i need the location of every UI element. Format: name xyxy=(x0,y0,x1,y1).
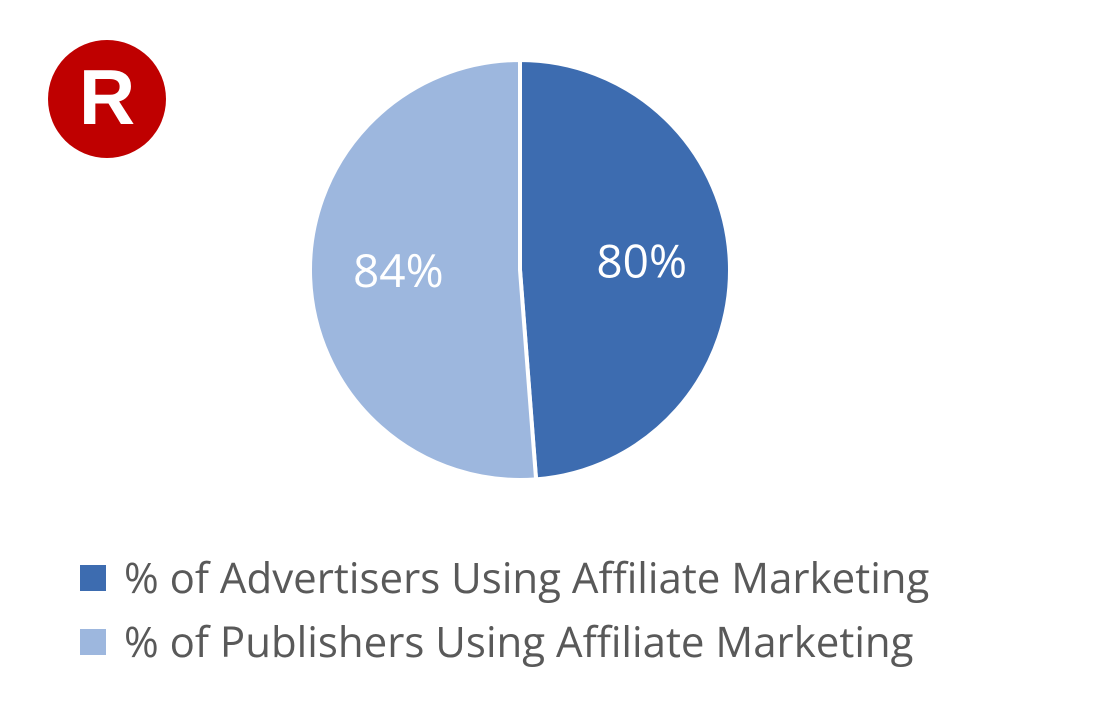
pie-chart: 80% 84% xyxy=(300,50,740,490)
brand-logo-letter: R xyxy=(79,58,135,136)
pie-chart-svg: 80% 84% xyxy=(300,50,740,490)
legend-text: % of Publishers Using Affiliate Marketin… xyxy=(124,619,914,665)
legend-text: % of Advertisers Using Affiliate Marketi… xyxy=(124,555,929,601)
slice-label-publishers: 84% xyxy=(353,239,444,301)
slice-label-advertisers: 80% xyxy=(596,230,687,292)
legend: % of Advertisers Using Affiliate Marketi… xyxy=(80,555,929,683)
legend-swatch xyxy=(80,629,106,655)
legend-swatch xyxy=(80,565,106,591)
brand-logo: R xyxy=(48,40,166,158)
legend-item: % of Advertisers Using Affiliate Marketi… xyxy=(80,555,929,601)
legend-item: % of Publishers Using Affiliate Marketin… xyxy=(80,619,929,665)
